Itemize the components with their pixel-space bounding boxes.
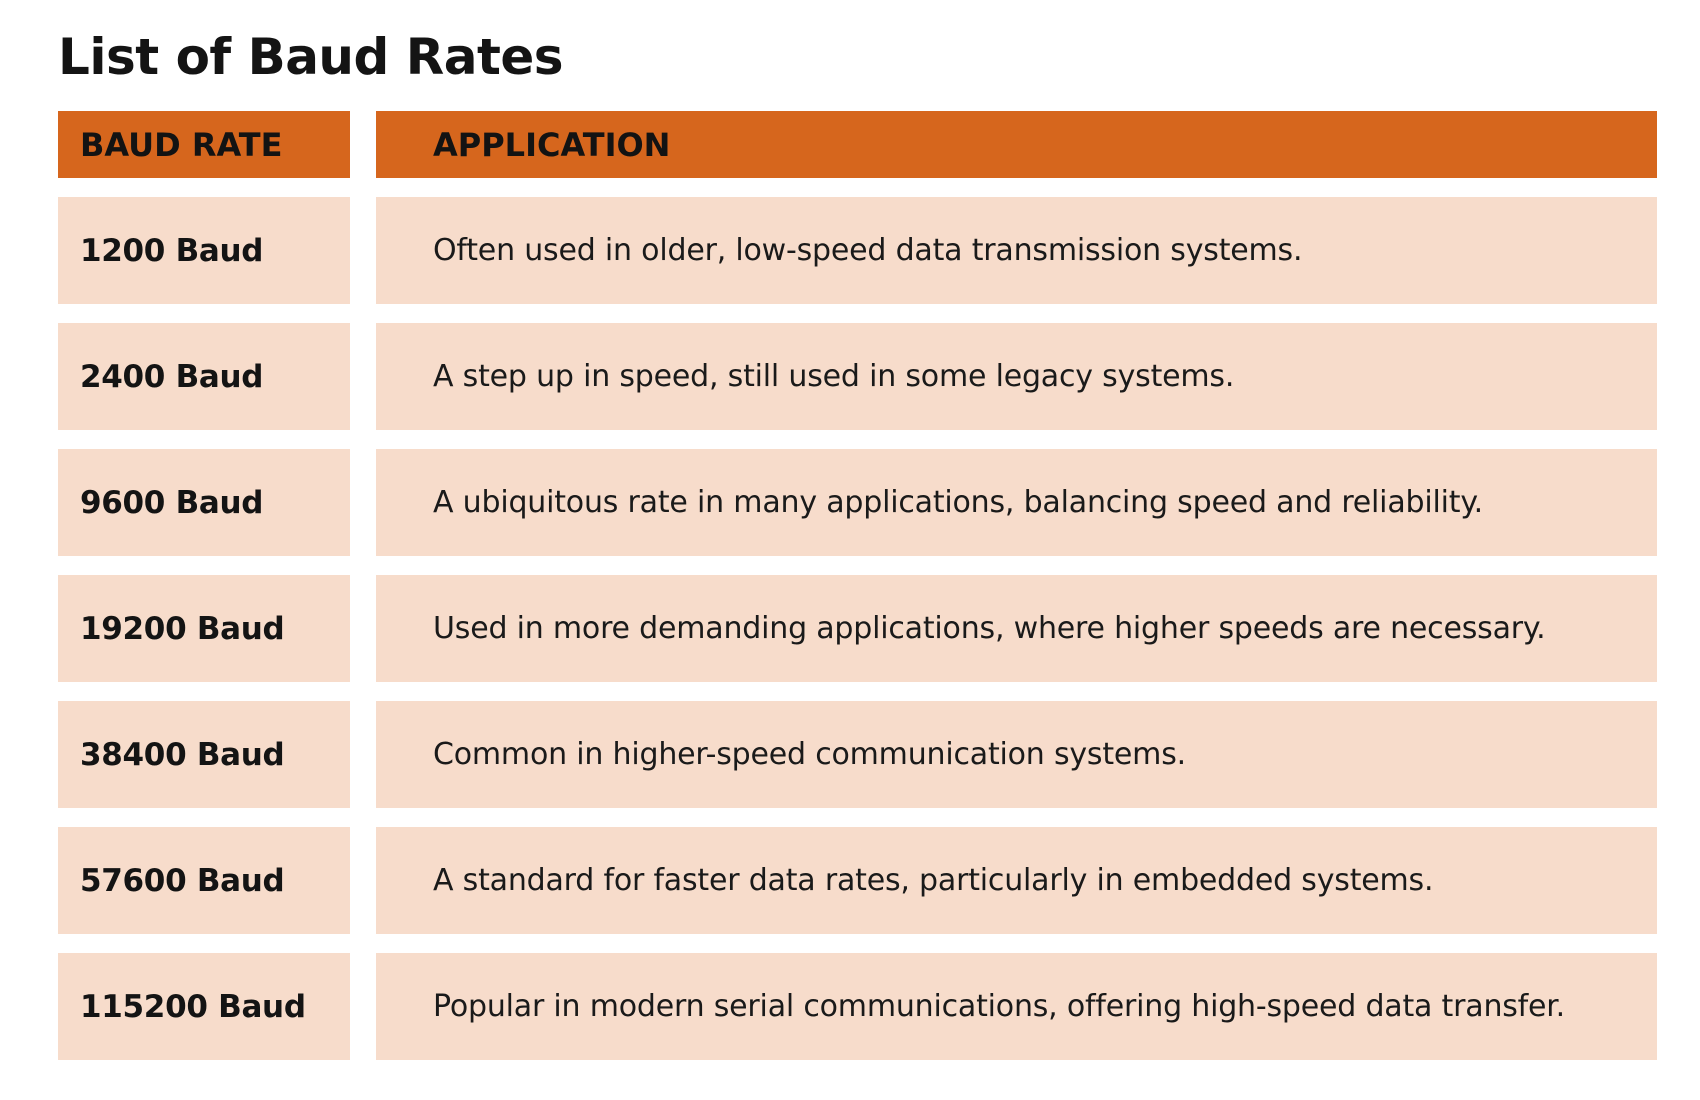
application-cell: Often used in older, low-speed data tran… (376, 197, 1657, 304)
page-title: List of Baud Rates (58, 28, 564, 86)
application-cell: A step up in speed, still used in some l… (376, 323, 1657, 430)
baud-rate-cell: 57600 Baud (58, 827, 350, 934)
application-cell: Popular in modern serial communications,… (376, 953, 1657, 1060)
baud-rate-cell: 9600 Baud (58, 449, 350, 556)
column-header-baud-rate: BAUD RATE (58, 111, 350, 178)
column-header-application: APPLICATION (376, 111, 1657, 178)
application-cell: A ubiquitous rate in many applications, … (376, 449, 1657, 556)
baud-rate-cell: 38400 Baud (58, 701, 350, 808)
baud-rate-cell: 115200 Baud (58, 953, 350, 1060)
baud-rate-cell: 2400 Baud (58, 323, 350, 430)
application-cell: Used in more demanding applications, whe… (376, 575, 1657, 682)
baud-rate-cell: 1200 Baud (58, 197, 350, 304)
application-cell: A standard for faster data rates, partic… (376, 827, 1657, 934)
baud-rate-cell: 19200 Baud (58, 575, 350, 682)
application-cell: Common in higher-speed communication sys… (376, 701, 1657, 808)
page: List of Baud Rates BAUD RATE APPLICATION… (58, 28, 1657, 1060)
baud-rate-table: BAUD RATE APPLICATION 1200 Baud Often us… (58, 111, 1657, 1060)
